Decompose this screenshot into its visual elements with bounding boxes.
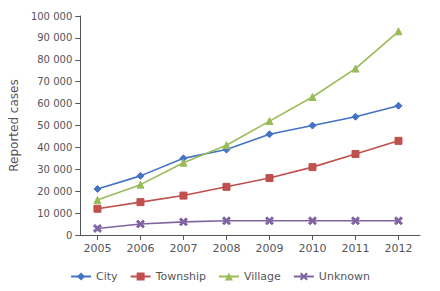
svg-text:60 000: 60 000: [37, 98, 72, 109]
svg-text:90 000: 90 000: [37, 32, 72, 43]
svg-text:2012: 2012: [384, 242, 412, 255]
svg-text:0: 0: [66, 230, 72, 241]
svg-text:Unknown: Unknown: [319, 270, 370, 283]
svg-text:70 000: 70 000: [37, 76, 72, 87]
svg-text:2009: 2009: [255, 242, 283, 255]
svg-text:City: City: [96, 270, 118, 283]
svg-text:10 000: 10 000: [37, 208, 72, 219]
svg-text:Township: Township: [155, 270, 206, 283]
svg-text:2005: 2005: [83, 242, 111, 255]
svg-text:2006: 2006: [126, 242, 154, 255]
svg-text:20 000: 20 000: [37, 186, 72, 197]
svg-text:Village: Village: [244, 270, 281, 283]
svg-text:50 000: 50 000: [37, 120, 72, 131]
svg-text:2007: 2007: [169, 242, 197, 255]
svg-text:2008: 2008: [212, 242, 240, 255]
svg-text:100 000: 100 000: [31, 11, 72, 22]
svg-text:2010: 2010: [298, 242, 326, 255]
svg-text:80 000: 80 000: [37, 54, 72, 65]
svg-text:30 000: 30 000: [37, 164, 72, 175]
svg-text:40 000: 40 000: [37, 142, 72, 153]
svg-text:2011: 2011: [341, 242, 369, 255]
svg-text:Reported cases: Reported cases: [7, 79, 21, 171]
